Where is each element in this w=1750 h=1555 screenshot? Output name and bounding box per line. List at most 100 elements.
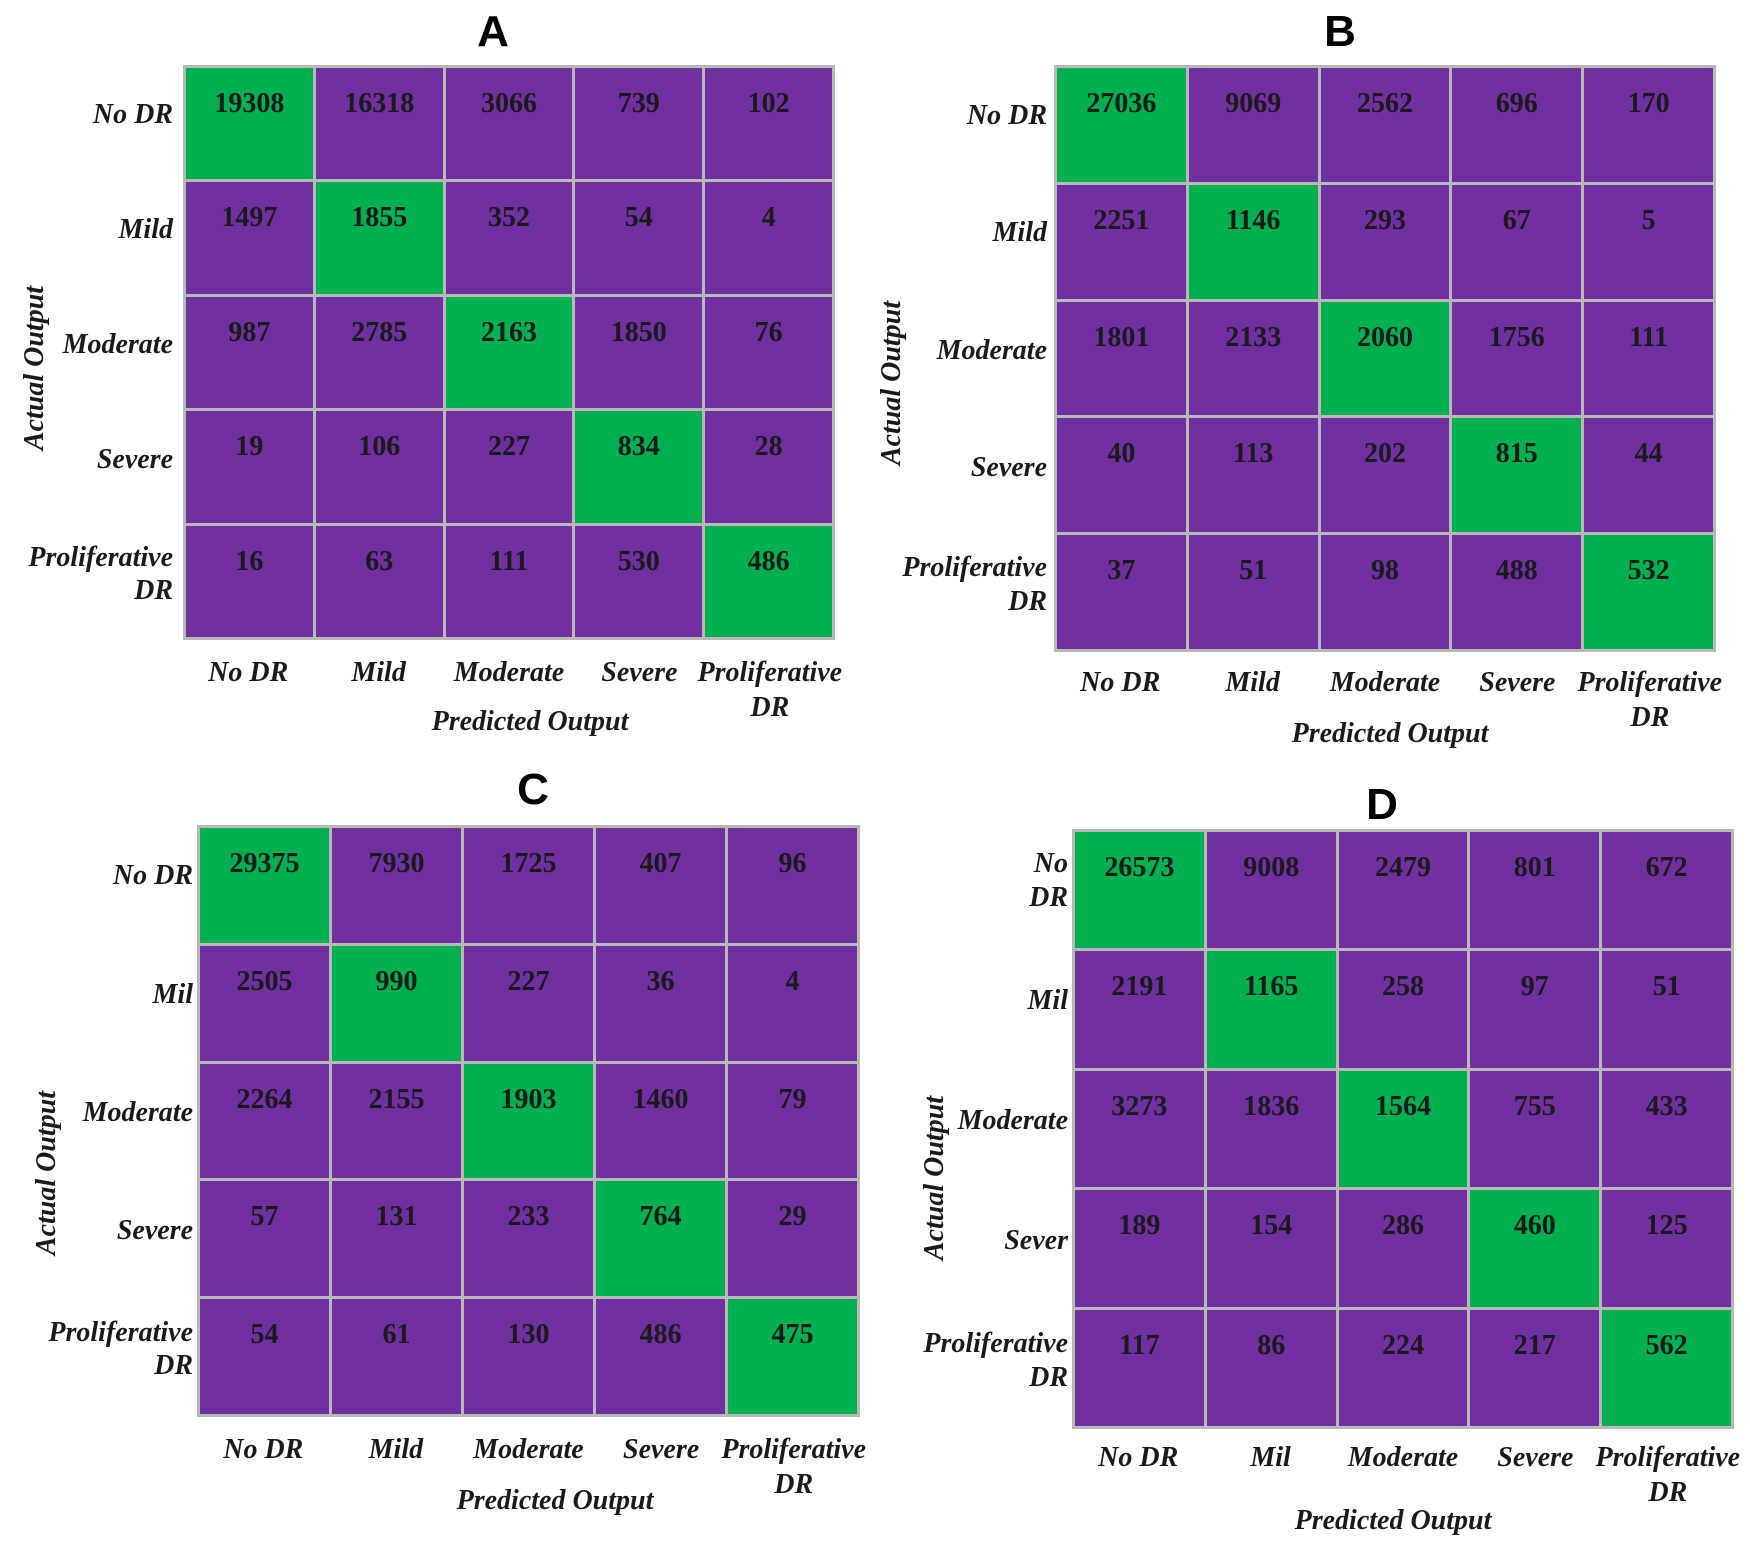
matrix-cell: 2264 [200, 1063, 329, 1179]
matrix-cell: 2562 [1320, 68, 1450, 182]
matrix-cell: 1460 [596, 1063, 725, 1179]
matrix-cell: 224 [1338, 1309, 1468, 1426]
matrix-cell: 7930 [332, 828, 461, 943]
matrix-cell-diagonal: 1855 [315, 182, 443, 294]
row-label: Sever [1004, 1225, 1068, 1256]
matrix-cell: 696 [1452, 68, 1582, 182]
matrix-cell-diagonal: 1903 [464, 1063, 593, 1179]
matrix-cell: 293 [1320, 184, 1450, 299]
confusion-matrix: 29375 7930 1725 407 96 2505 990 227 36 4 2264 2155 1… [197, 825, 860, 1417]
matrix-cell: 1850 [575, 296, 703, 409]
matrix-cell: 113 [1188, 418, 1318, 533]
matrix-cell: 5 [1584, 184, 1713, 299]
x-axis-title: Predicted Output [431, 706, 629, 737]
matrix-cell: 37 [1057, 535, 1186, 649]
matrix-cell: 111 [1584, 301, 1713, 416]
matrix-cell-diagonal: 532 [1584, 535, 1713, 649]
row-label: No DR [112, 860, 193, 892]
matrix-cell: 76 [705, 296, 832, 409]
column-label: No DR [223, 1434, 304, 1465]
matrix-cell: 217 [1470, 1309, 1600, 1426]
column-label: Mil [1250, 1442, 1291, 1473]
column-label: Proliferative DR [1595, 1442, 1741, 1508]
row-label: Proliferative DR [902, 552, 1047, 617]
matrix-cell: 352 [445, 182, 573, 294]
confusion-matrix: 27036 9069 2562 696 170 2251 1146 293 67 5 1801 213… [1054, 65, 1716, 652]
column-label: Mild [1225, 667, 1280, 698]
matrix-cell-diagonal: 1564 [1338, 1070, 1468, 1188]
matrix-cell-diagonal: 1146 [1188, 184, 1318, 299]
row-label: Proliferative DR [48, 1316, 193, 1382]
row-label: Mild [118, 213, 173, 245]
matrix-cell: 3273 [1075, 1070, 1204, 1188]
column-label: Proliferative DR [721, 1434, 866, 1500]
matrix-cell: 117 [1075, 1309, 1204, 1426]
x-axis-title: Predicted Output [456, 1485, 654, 1516]
matrix-cell: 154 [1206, 1190, 1336, 1307]
matrix-cell: 286 [1338, 1190, 1468, 1307]
column-label: Severe [623, 1434, 700, 1465]
matrix-cell: 1836 [1206, 1070, 1336, 1188]
matrix-cell: 488 [1452, 535, 1582, 649]
row-label: No DR [92, 98, 173, 130]
row-label: Proliferative DR [28, 541, 173, 607]
column-label: No DR [1098, 1442, 1179, 1473]
column-label: Mild [368, 1434, 424, 1465]
column-label: Mild [351, 657, 406, 688]
matrix-cell: 9069 [1188, 68, 1318, 182]
matrix-cell: 2133 [1188, 301, 1318, 416]
matrix-cell-diagonal: 460 [1470, 1190, 1600, 1307]
matrix-cell: 29 [728, 1181, 857, 1297]
column-label: Severe [601, 657, 678, 688]
matrix-cell-diagonal: 2163 [445, 296, 573, 409]
matrix-cell: 102 [705, 68, 832, 180]
panel-title: C [517, 765, 549, 814]
matrix-cell-diagonal: 2060 [1320, 301, 1450, 416]
row-label: Moderate [936, 334, 1047, 366]
panel-title: D [1366, 780, 1398, 829]
matrix-cell: 1497 [186, 182, 313, 294]
row-label: No DR [1029, 848, 1068, 913]
matrix-cell: 54 [200, 1299, 329, 1414]
matrix-cell: 486 [596, 1299, 725, 1414]
matrix-cell-diagonal: 19308 [186, 68, 313, 180]
matrix-cell: 3066 [445, 68, 573, 180]
matrix-cell: 9008 [1206, 832, 1336, 949]
matrix-cell: 57 [200, 1181, 329, 1297]
row-label: Moderate [82, 1097, 193, 1128]
column-label: Severe [1497, 1442, 1574, 1473]
matrix-cell: 739 [575, 68, 703, 180]
matrix-cell-diagonal: 764 [596, 1181, 725, 1297]
matrix-cell: 1801 [1057, 301, 1186, 416]
matrix-cell-diagonal: 29375 [200, 828, 329, 943]
matrix-cell: 1756 [1452, 301, 1582, 416]
y-axis-title: Actual Output [31, 1090, 62, 1256]
matrix-cell: 79 [728, 1063, 857, 1179]
matrix-cell: 36 [596, 945, 725, 1061]
x-axis-title: Predicted Output [1291, 718, 1489, 749]
matrix-cell: 407 [596, 828, 725, 943]
column-label: Severe [1479, 667, 1556, 698]
matrix-cell: 2479 [1338, 832, 1468, 949]
row-label: Severe [96, 443, 173, 475]
column-label: Proliferative DR [697, 657, 843, 723]
matrix-cell: 2251 [1057, 184, 1186, 299]
matrix-cell-diagonal: 1165 [1206, 951, 1336, 1068]
row-label: Severe [116, 1215, 193, 1247]
matrix-cell: 4 [728, 945, 857, 1061]
row-label: Mild [992, 217, 1047, 249]
matrix-cell: 97 [1470, 951, 1600, 1068]
matrix-cell-diagonal: 26573 [1075, 832, 1204, 949]
matrix-cell: 19 [186, 411, 313, 523]
matrix-cell: 4 [705, 182, 832, 294]
matrix-cell: 672 [1602, 832, 1731, 949]
matrix-cell-diagonal: 475 [728, 1299, 857, 1414]
column-label: Moderate [473, 1434, 584, 1465]
matrix-cell: 125 [1602, 1190, 1731, 1307]
y-axis-title: Actual Output [919, 1095, 950, 1261]
matrix-cell: 16 [186, 525, 313, 637]
column-label: Moderate [453, 657, 565, 688]
confusion-matrix: 26573 9008 2479 801 672 2191 1165 258 97 51 3273 18… [1072, 829, 1734, 1429]
y-axis-title: Actual Output [19, 285, 50, 451]
matrix-cell: 2191 [1075, 951, 1204, 1068]
